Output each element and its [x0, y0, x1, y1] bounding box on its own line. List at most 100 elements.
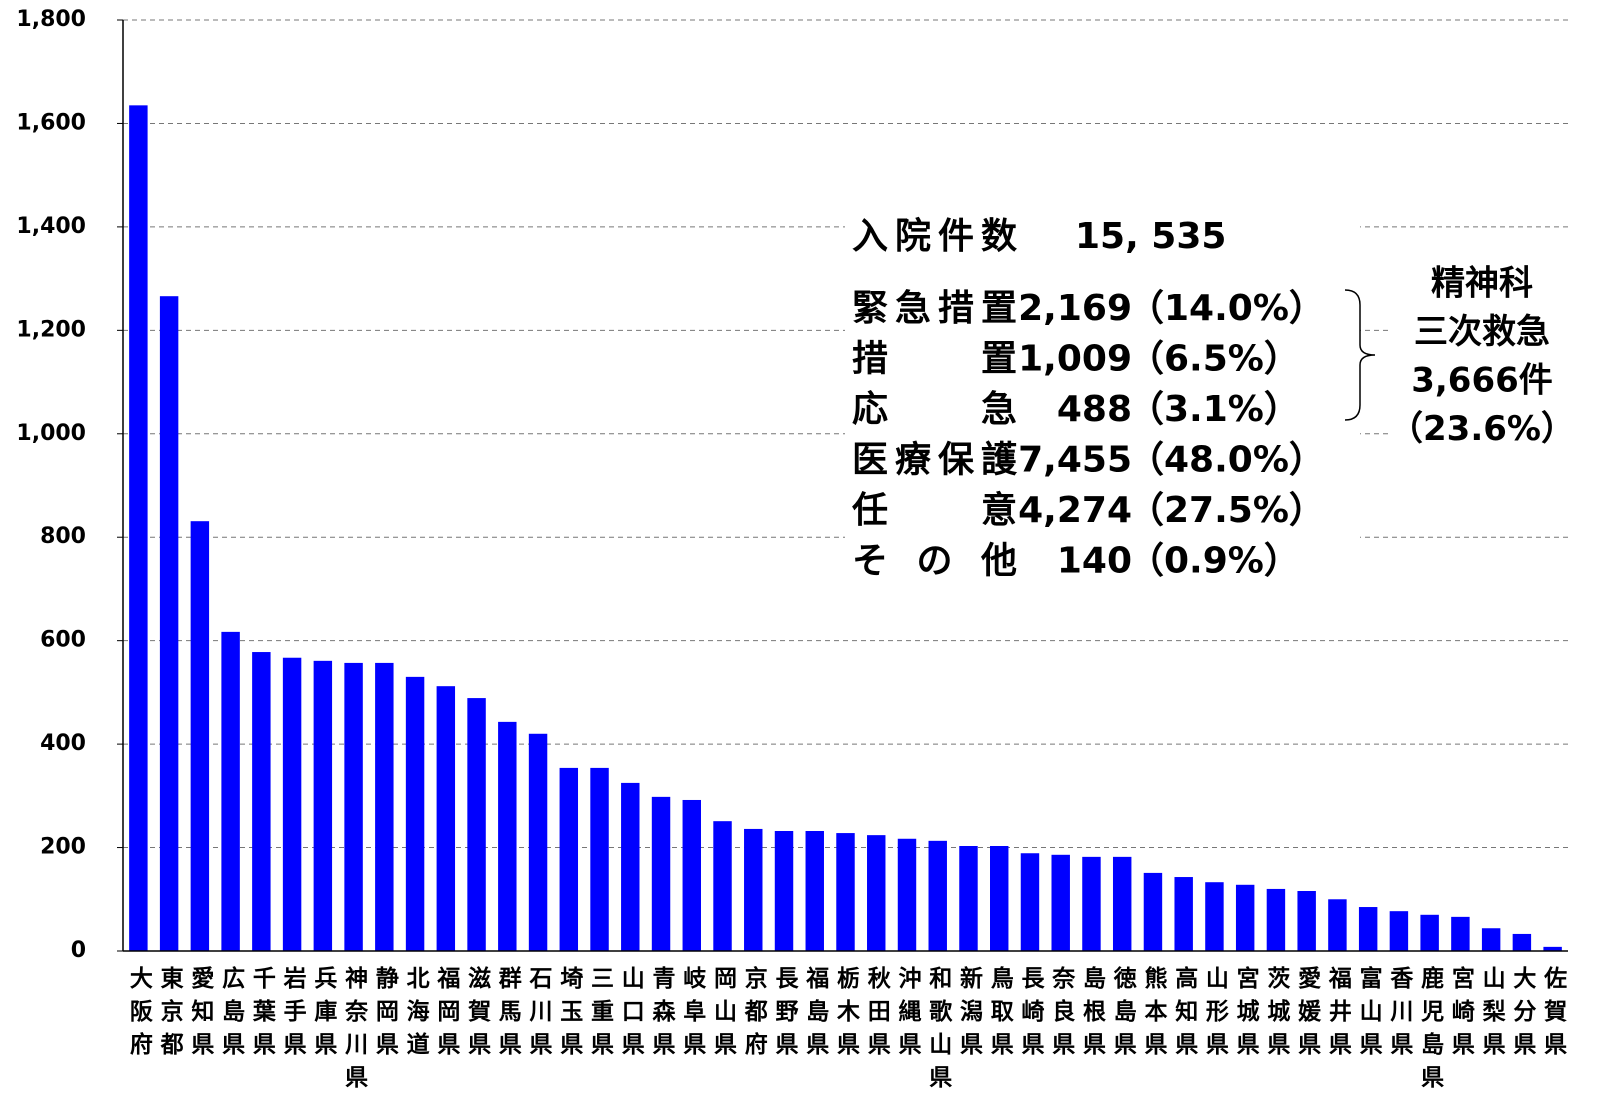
bar: [1020, 853, 1040, 951]
bar: [221, 631, 240, 951]
x-tick-label: 宮城県: [1232, 965, 1260, 1065]
x-tick-label: 熊本県: [1140, 965, 1168, 1065]
bar: [436, 686, 456, 951]
bar: [559, 767, 579, 951]
bar: [1051, 854, 1070, 951]
x-tick-label: 岩手県: [279, 966, 308, 1065]
bar: [897, 838, 917, 951]
side-box: [1392, 255, 1568, 455]
bar: [1082, 856, 1101, 951]
x-tick-label: 福井県: [1324, 966, 1353, 1065]
bar: [867, 835, 886, 951]
bar: [682, 799, 701, 951]
bar: [1112, 856, 1132, 951]
bar: [1512, 933, 1532, 951]
x-tick-label: 滋賀県: [464, 965, 493, 1065]
side-label: （23.6%）: [1389, 409, 1575, 449]
bar: [713, 821, 732, 951]
bar: [1358, 907, 1378, 951]
row-share: （27.5%）: [1128, 490, 1325, 531]
x-tick-label: 香川県: [1386, 966, 1414, 1065]
row-share: （3.1%）: [1128, 389, 1300, 430]
x-tick-label: 鹿児島県: [1417, 965, 1446, 1098]
bar: [498, 721, 517, 951]
x-tick-label: 山口県: [617, 966, 645, 1065]
x-tick-label: 栃木県: [833, 966, 862, 1065]
bar: [1420, 914, 1439, 951]
x-tick-label: 佐賀県: [1540, 966, 1569, 1065]
side-label: 精神科: [1431, 264, 1533, 304]
bar: [621, 782, 640, 951]
x-tick-label: 宮崎県: [1447, 965, 1475, 1065]
bar: [774, 831, 794, 951]
side-label: 3,666件: [1411, 361, 1553, 401]
bar: [1481, 928, 1501, 951]
x-tick-label: 神奈川県: [341, 965, 370, 1098]
bar: [528, 733, 548, 951]
bar: [1389, 911, 1409, 951]
x-tick-label: 岡山県: [710, 966, 738, 1065]
bar: [590, 767, 609, 951]
bar: [344, 662, 363, 951]
y-tick-label: 600: [40, 628, 86, 653]
row-count: 488: [1057, 389, 1132, 430]
x-tick-label: 北海道: [402, 966, 430, 1065]
row-label: そ の 他: [852, 541, 1017, 582]
row-share: （48.0%）: [1128, 440, 1325, 481]
y-tick-label: 800: [40, 524, 86, 549]
bar: [928, 840, 947, 951]
bar: [1143, 872, 1163, 951]
bar: [129, 105, 148, 951]
bar: [959, 846, 978, 951]
y-tick-label: 1,000: [16, 421, 86, 446]
bar: [1266, 888, 1286, 951]
x-tick-label: 島根県: [1078, 965, 1106, 1065]
bar: [1205, 882, 1224, 951]
x-tick-label: 沖縄県: [894, 966, 922, 1065]
x-tick-label: 京都府: [740, 965, 769, 1065]
y-tick-label: 1,400: [16, 214, 86, 239]
x-tick-label: 静岡県: [371, 965, 399, 1065]
bracket: [1344, 289, 1376, 421]
x-tick-label: 大分県: [1509, 966, 1537, 1065]
x-tick-label: 新潟県: [955, 965, 983, 1065]
x-tick-label: 秋田県: [863, 966, 891, 1065]
bars: [129, 105, 1562, 951]
total-value: 15, 535: [1075, 216, 1226, 257]
x-tick-label: 福岡県: [433, 966, 462, 1065]
x-tick-label: 鳥取県: [986, 965, 1014, 1065]
row-count: 1,009: [1018, 339, 1132, 380]
y-tick-label: 1,800: [16, 7, 86, 32]
y-tick-label: 1,200: [16, 317, 86, 342]
y-tick-label: 200: [40, 835, 86, 860]
x-tick-label: 千葉県: [248, 966, 277, 1065]
bar: [159, 296, 179, 951]
x-tick-label: 富山県: [1355, 965, 1383, 1065]
row-share: （14.0%）: [1128, 288, 1325, 329]
bar: [375, 662, 394, 951]
x-tick-label: 東京都: [156, 966, 185, 1065]
bar: [805, 831, 824, 951]
row-share: （6.5%）: [1128, 339, 1300, 380]
x-tick-label: 山梨県: [1478, 966, 1506, 1065]
x-tick-label: 徳島県: [1109, 965, 1138, 1065]
x-tick-label: 大阪府: [125, 966, 153, 1065]
x-tick-label: 岐阜県: [679, 966, 707, 1065]
row-share: （0.9%）: [1128, 541, 1300, 582]
x-tick-label: 長野県: [771, 966, 799, 1065]
x-tick-label: 広島県: [218, 965, 246, 1065]
x-tick-label: 石川県: [525, 966, 554, 1065]
bar: [744, 828, 763, 951]
row-count: 2,169: [1018, 288, 1132, 329]
bar: [836, 833, 855, 951]
bar: [1328, 899, 1347, 951]
x-tick-label: 長崎県: [1017, 966, 1045, 1065]
y-tick-label: 0: [71, 938, 86, 963]
side-label: 三次救急: [1414, 312, 1550, 352]
x-tick-label: 三重県: [587, 966, 615, 1065]
bar: [1174, 877, 1193, 951]
bar: [651, 796, 671, 951]
row-count: 140: [1057, 541, 1132, 582]
y-tick-label: 400: [40, 731, 86, 756]
